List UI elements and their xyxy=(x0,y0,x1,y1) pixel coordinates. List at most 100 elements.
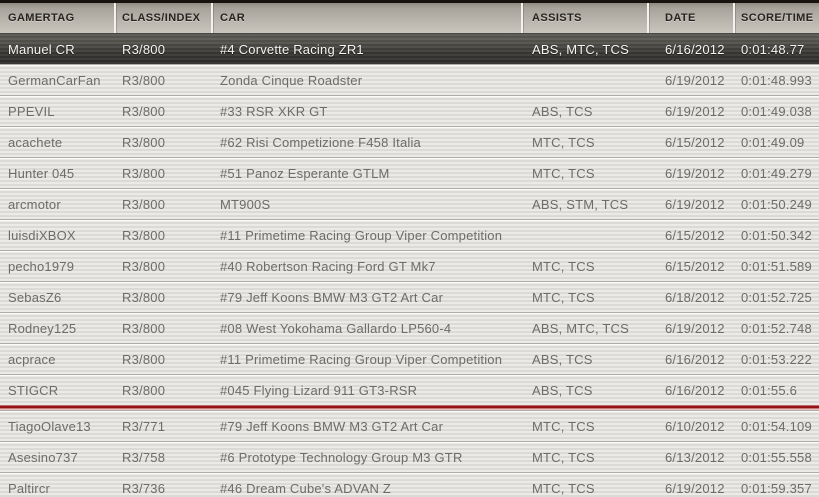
cell-date: 6/19/2012 xyxy=(665,103,725,119)
cell-class_index: R3/800 xyxy=(122,72,166,88)
table-row[interactable]: pecho1979 R3/800 #40 Robertson Racing Ford… xyxy=(0,250,819,281)
cell-score: 0:01:48.993 xyxy=(741,72,812,88)
cell-assists: MTC, TCS xyxy=(532,449,595,465)
cell-date: 6/19/2012 xyxy=(665,72,725,88)
cell-class_index: R3/758 xyxy=(122,449,166,465)
cell-assists: ABS, STM, TCS xyxy=(532,196,629,212)
cell-date: 6/13/2012 xyxy=(665,449,725,465)
table-row[interactable]: arcmotor R3/800 MT900S ABS, STM, TCS 6/19/20… xyxy=(0,188,819,219)
leaderboard-rows: Manuel CR R3/800 #4 Corvette Racing ZR1 ABS… xyxy=(0,33,819,497)
cell-date: 6/16/2012 xyxy=(665,41,725,57)
cell-car: #08 West Yokohama Gallardo LP560-4 xyxy=(220,320,452,336)
cell-score: 0:01:52.748 xyxy=(741,320,812,336)
table-row[interactable]: GermanCarFan R3/800 Zonda Cinque Roadster 6… xyxy=(0,64,819,95)
cell-score: 0:01:49.279 xyxy=(741,165,812,181)
table-row[interactable]: PPEVIL R3/800 #33 RSR XKR GT ABS, TCS 6/19/2… xyxy=(0,95,819,126)
cell-date: 6/15/2012 xyxy=(665,258,725,274)
table-row[interactable]: Manuel CR R3/800 #4 Corvette Racing ZR1 ABS… xyxy=(0,33,819,64)
column-header-class_index[interactable]: CLASS/INDEX xyxy=(114,0,211,33)
cell-assists: MTC, TCS xyxy=(532,418,595,434)
cell-score: 0:01:53.222 xyxy=(741,351,812,367)
cell-gamertag: pecho1979 xyxy=(8,258,75,274)
column-header-label: SCORE/TIME xyxy=(741,12,814,24)
cell-score: 0:01:50.342 xyxy=(741,227,812,243)
column-header-assists[interactable]: ASSISTS xyxy=(521,0,647,33)
cell-class_index: R3/800 xyxy=(122,196,166,212)
cell-date: 6/18/2012 xyxy=(665,289,725,305)
cell-car: Zonda Cinque Roadster xyxy=(220,72,363,88)
cell-gamertag: PPEVIL xyxy=(8,103,55,119)
column-header-car[interactable]: CAR xyxy=(211,0,521,33)
table-row[interactable]: luisdiXBOX R3/800 #11 Primetime Racing Gro… xyxy=(0,219,819,250)
cell-car: #11 Primetime Racing Group Viper Competi… xyxy=(220,351,503,367)
cell-gamertag: Hunter 045 xyxy=(8,165,75,181)
cell-score: 0:01:49.09 xyxy=(741,134,805,150)
leaderboard-header: GAMERTAG CLASS/INDEX CAR ASSISTS DATE SCORE/T… xyxy=(0,0,819,33)
cell-gamertag: Paltircr xyxy=(8,480,51,496)
table-row[interactable]: acprace R3/800 #11 Primetime Racing Group … xyxy=(0,343,819,374)
cell-car: #33 RSR XKR GT xyxy=(220,103,328,119)
column-header-label: ASSISTS xyxy=(532,12,582,24)
cell-date: 6/15/2012 xyxy=(665,227,725,243)
table-row[interactable]: Asesino737 R3/758 #6 Prototype Technology … xyxy=(0,441,819,472)
cell-assists: ABS, MTC, TCS xyxy=(532,320,629,336)
cell-score: 0:01:55.6 xyxy=(741,382,798,398)
cell-assists: MTC, TCS xyxy=(532,480,595,496)
cell-score: 0:01:59.357 xyxy=(741,480,812,496)
cell-car: MT900S xyxy=(220,196,271,212)
red-divider xyxy=(0,405,819,410)
cell-class_index: R3/800 xyxy=(122,41,166,57)
cell-gamertag: arcmotor xyxy=(8,196,61,212)
column-header-label: DATE xyxy=(665,12,696,24)
cell-class_index: R3/800 xyxy=(122,351,166,367)
cell-gamertag: Rodney125 xyxy=(8,320,77,336)
cell-score: 0:01:50.249 xyxy=(741,196,812,212)
cell-class_index: R3/736 xyxy=(122,480,166,496)
cell-assists: MTC, TCS xyxy=(532,165,595,181)
cell-class_index: R3/800 xyxy=(122,320,166,336)
cell-class_index: R3/800 xyxy=(122,289,166,305)
cell-score: 0:01:54.109 xyxy=(741,418,812,434)
cell-gamertag: luisdiXBOX xyxy=(8,227,76,243)
cell-score: 0:01:49.038 xyxy=(741,103,812,119)
cell-date: 6/16/2012 xyxy=(665,382,725,398)
table-row[interactable]: Hunter 045 R3/800 #51 Panoz Esperante GTLM… xyxy=(0,157,819,188)
cell-gamertag: SebasZ6 xyxy=(8,289,62,305)
cell-gamertag: Asesino737 xyxy=(8,449,78,465)
cell-car: #62 Risi Competizione F458 Italia xyxy=(220,134,421,150)
cell-score: 0:01:51.589 xyxy=(741,258,812,274)
cell-assists: ABS, MTC, TCS xyxy=(532,41,629,57)
column-header-gamertag[interactable]: GAMERTAG xyxy=(0,0,114,33)
cell-assists: ABS, TCS xyxy=(532,351,593,367)
table-row[interactable]: acachete R3/800 #62 Risi Competizione F458… xyxy=(0,126,819,157)
cell-gamertag: Manuel CR xyxy=(8,41,75,57)
column-header-score[interactable]: SCORE/TIME xyxy=(733,0,819,33)
cell-car: #6 Prototype Technology Group M3 GTR xyxy=(220,449,463,465)
cell-date: 6/19/2012 xyxy=(665,480,725,496)
cell-date: 6/19/2012 xyxy=(665,320,725,336)
cell-class_index: R3/800 xyxy=(122,227,166,243)
cell-car: #4 Corvette Racing ZR1 xyxy=(220,41,364,57)
cell-class_index: R3/800 xyxy=(122,165,166,181)
cell-car: #79 Jeff Koons BMW M3 GT2 Art Car xyxy=(220,289,444,305)
table-row[interactable]: Paltircr R3/736 #46 Dream Cube's ADVAN Z MT… xyxy=(0,472,819,497)
table-row[interactable]: STIGCR R3/800 #045 Flying Lizard 911 GT3-R… xyxy=(0,374,819,405)
cell-car: #46 Dream Cube's ADVAN Z xyxy=(220,480,392,496)
table-row[interactable]: Rodney125 R3/800 #08 West Yokohama Gallard… xyxy=(0,312,819,343)
column-header-label: CAR xyxy=(220,12,246,24)
cell-date: 6/15/2012 xyxy=(665,134,725,150)
cell-class_index: R3/800 xyxy=(122,382,166,398)
cell-class_index: R3/800 xyxy=(122,103,166,119)
cell-gamertag: GermanCarFan xyxy=(8,72,101,88)
column-header-label: GAMERTAG xyxy=(8,12,75,24)
column-header-date[interactable]: DATE xyxy=(647,0,733,33)
cell-date: 6/19/2012 xyxy=(665,196,725,212)
cell-date: 6/19/2012 xyxy=(665,165,725,181)
table-row[interactable]: SebasZ6 R3/800 #79 Jeff Koons BMW M3 GT2 A… xyxy=(0,281,819,312)
cell-assists xyxy=(521,220,647,250)
cell-class_index: R3/800 xyxy=(122,258,166,274)
table-row[interactable]: TiagoOlave13 R3/771 #79 Jeff Koons BMW M3 … xyxy=(0,410,819,441)
cell-date: 6/16/2012 xyxy=(665,351,725,367)
cell-assists: ABS, TCS xyxy=(532,382,593,398)
